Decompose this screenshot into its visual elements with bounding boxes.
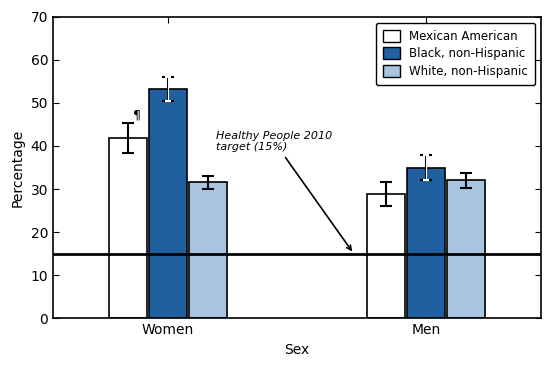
Bar [407, 167, 445, 318]
Bar [367, 194, 405, 318]
X-axis label: Sex: Sex [284, 343, 310, 357]
Bar [189, 182, 227, 318]
Y-axis label: Percentage: Percentage [11, 128, 25, 207]
Bar [149, 89, 187, 318]
Bar [109, 138, 147, 318]
Bar [447, 180, 485, 318]
Text: ¶: ¶ [134, 109, 141, 122]
Legend: Mexican American, Black, non-Hispanic, White, non-Hispanic: Mexican American, Black, non-Hispanic, W… [376, 22, 535, 85]
Text: Healthy People 2010
target (15%): Healthy People 2010 target (15%) [216, 131, 351, 250]
